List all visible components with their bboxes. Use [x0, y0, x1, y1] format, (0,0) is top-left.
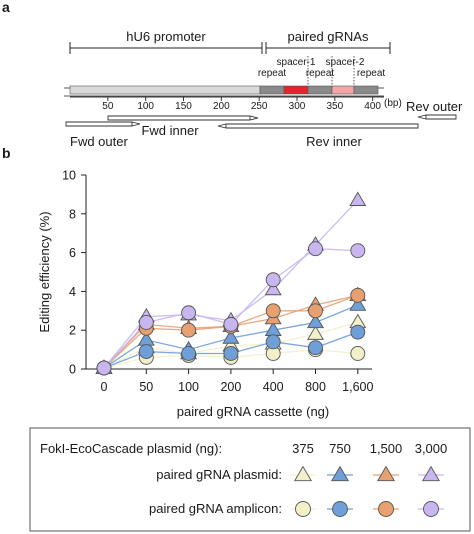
element-label-repeat-3: repeat	[357, 68, 386, 79]
rev-inner-label: Rev inner	[306, 134, 362, 149]
rev-outer-primer: Rev outer	[406, 99, 463, 120]
data-point-a1500	[308, 303, 323, 319]
data-point-p750	[349, 296, 367, 311]
data-point-p750	[307, 313, 324, 329]
legend-dose-1: 750	[329, 441, 351, 456]
legend-dose-2: 1,500	[370, 441, 403, 456]
bp-tick-label: 250	[251, 101, 268, 112]
data-point-a3000	[350, 243, 366, 259]
grna-label: paired gRNAs	[288, 29, 369, 44]
data-point-a750	[265, 334, 281, 350]
data-point-a375	[350, 346, 366, 361]
data-point-a3000	[308, 241, 323, 257]
legend-marker-circle-2	[378, 501, 394, 517]
y-tick-label: 10	[62, 169, 76, 183]
x-tick-label: 1,600	[342, 380, 373, 394]
legend-header: FokI-EcoCascade plasmid (ng):	[40, 441, 222, 456]
element-label-spacer-2: spacer-2	[326, 57, 365, 68]
y-tick-label: 0	[69, 363, 76, 377]
legend-row-plasmid-label: paired gRNA plasmid:	[156, 467, 282, 482]
legend-marker-circle-3	[423, 501, 439, 517]
promoter-label: hU6 promoter	[126, 29, 206, 44]
panel-a-label: a	[2, 0, 10, 15]
x-tick-label: 800	[305, 380, 326, 394]
legend-dose-0: 375	[292, 441, 314, 456]
y-tick-label: 4	[69, 285, 76, 299]
legend-frame	[29, 427, 471, 532]
data-point-a750	[138, 344, 154, 359]
element-label-repeat-2: repeat	[306, 68, 335, 79]
data-point-a1500	[265, 303, 281, 319]
promoter-bar	[69, 85, 261, 95]
bp-tick-label: 200	[213, 101, 230, 112]
data-point-p3000	[349, 191, 367, 206]
x-tick-label: 400	[263, 380, 284, 394]
gene-map: hU6 promoter paired gRNAs repeatspacer-1…	[64, 29, 463, 149]
bp-tick-label: 350	[326, 101, 343, 112]
bp-tick-label: 100	[137, 101, 154, 112]
y-tick-label: 6	[69, 246, 76, 260]
data-point-a3000	[181, 305, 197, 321]
legend: FokI-EcoCascade plasmid (ng): 375 750 1,50…	[29, 427, 471, 532]
rev-inner-primer: Rev inner	[217, 123, 419, 149]
data-point-p3000	[264, 280, 282, 296]
x-tick-label: 0	[101, 380, 108, 394]
data-point-a750	[223, 346, 239, 361]
spacer1-segment	[283, 85, 309, 95]
data-point-p750	[222, 329, 240, 344]
data-point-a750	[308, 340, 323, 356]
fwd-inner-primer: Fwd inner	[107, 115, 259, 138]
x-axis-title: paired gRNA cassette (ng)	[177, 404, 329, 419]
bp-tick-label: 50	[102, 101, 114, 112]
y-tick-label: 8	[69, 207, 76, 221]
y-tick-label: 2	[69, 324, 76, 338]
data-point-a1500	[350, 287, 366, 303]
fwd-inner-label: Fwd inner	[141, 123, 199, 138]
legend-marker-triangle-3	[421, 465, 441, 482]
repeat-segment-2	[307, 85, 333, 95]
repeat-segment-1	[259, 85, 285, 95]
panel-b-label: b	[2, 145, 11, 161]
editing-efficiency-chart: 0 2 4 6 8 10 0 50 100 200 400 800 1,600 Editing eff…	[37, 169, 373, 420]
legend-marker-triangle-1	[330, 465, 350, 482]
data-point-a3000	[265, 272, 281, 288]
legend-dose-3: 3,000	[415, 441, 448, 456]
bp-unit-label: (bp)	[384, 98, 402, 109]
element-label-repeat-1: repeat	[258, 68, 287, 79]
y-axis-title: Editing efficiency (%)	[37, 211, 52, 332]
bp-tick-label: 300	[289, 101, 306, 112]
legend-marker-circle-0	[295, 501, 311, 517]
fwd-outer-primer: Fwd outer	[65, 121, 141, 149]
data-point-a3000	[223, 316, 239, 332]
element-label-spacer-1: spacer-1	[277, 57, 316, 68]
fwd-outer-label: Fwd outer	[70, 134, 128, 149]
data-point-a750	[350, 324, 366, 340]
data-point-a3000	[96, 360, 112, 376]
legend-marker-triangle-2	[376, 465, 396, 482]
data-point-a3000	[138, 314, 154, 330]
bp-tick-label: 150	[175, 101, 192, 112]
x-tick-label: 100	[178, 380, 199, 394]
data-point-p375	[307, 325, 324, 340]
rev-outer-label: Rev outer	[406, 99, 463, 114]
legend-marker-triangle-0	[293, 465, 313, 482]
legend-row-amplicon-label: paired gRNA amplicon:	[149, 501, 282, 516]
spacer2-segment	[331, 85, 355, 95]
data-point-a1500	[181, 322, 197, 338]
data-point-a750	[181, 346, 197, 361]
x-tick-label: 50	[139, 380, 153, 394]
x-tick-label: 200	[220, 380, 241, 394]
repeat-segment-3	[353, 85, 379, 95]
legend-marker-circle-1	[332, 501, 348, 517]
bp-tick-label: 400	[364, 101, 381, 112]
